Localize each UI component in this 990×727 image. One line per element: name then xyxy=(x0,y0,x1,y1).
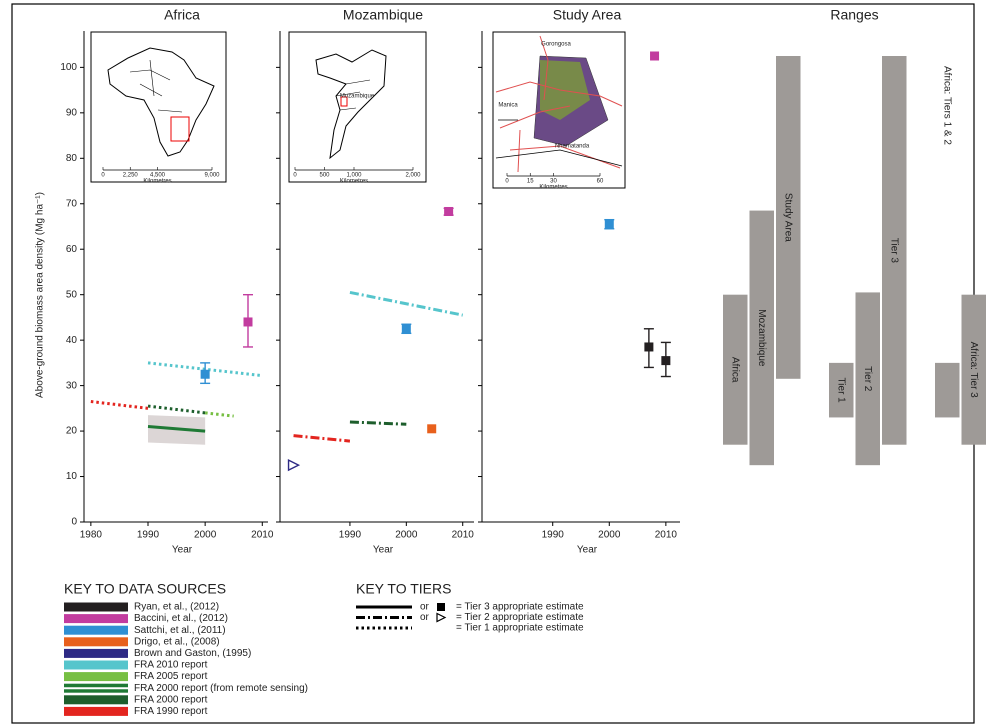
point xyxy=(650,52,659,61)
scale-label: 2,250 xyxy=(123,173,139,179)
key-label: FRA 1990 report xyxy=(134,706,208,717)
key-title: KEY TO TIERS xyxy=(356,581,451,597)
x-axis-label: Year xyxy=(577,545,598,556)
point xyxy=(444,207,453,216)
key-label: FRA 2005 report xyxy=(134,671,208,682)
tier-label: = Tier 3 appropriate estimate xyxy=(456,602,584,613)
x-tick-label: 1990 xyxy=(137,530,160,541)
key-swatch xyxy=(64,626,128,635)
panel-title: Mozambique xyxy=(343,7,423,23)
y-tick-label: 50 xyxy=(66,289,78,300)
key-swatch xyxy=(64,603,128,612)
y-tick-label: 20 xyxy=(66,426,78,437)
key-swatch xyxy=(64,707,128,716)
range-label: Mozambique xyxy=(756,309,767,367)
y-tick-label: 60 xyxy=(66,244,78,255)
panel-title: Africa xyxy=(164,7,200,23)
range-bar xyxy=(935,363,960,418)
point xyxy=(402,324,411,333)
key-label: Drigo, et al., (2008) xyxy=(134,636,220,647)
place-label: Nhamatanda xyxy=(555,144,590,150)
key-label: FRA 2010 report xyxy=(134,660,208,671)
scale-unit: Kilometres xyxy=(340,179,368,185)
x-tick-label: 2010 xyxy=(251,530,274,541)
range-label: Tier 2 xyxy=(862,366,873,392)
series-line xyxy=(205,413,234,416)
x-axis-label: Year xyxy=(373,545,394,556)
scale-label: 500 xyxy=(319,173,330,179)
key-swatch xyxy=(64,695,128,704)
tier-label: = Tier 1 appropriate estimate xyxy=(456,623,584,634)
key-swatch xyxy=(64,649,128,658)
key-swatch xyxy=(64,637,128,646)
x-tick-label: 2010 xyxy=(655,530,678,541)
scale-label: 60 xyxy=(597,179,604,185)
tier-label: = Tier 2 appropriate estimate xyxy=(456,612,584,623)
point xyxy=(201,370,210,379)
figure: Above-ground biomass area density (Mg ha… xyxy=(0,0,990,727)
range-label: Tier 3 xyxy=(889,238,900,264)
key-swatch xyxy=(64,661,128,670)
range-label: Africa xyxy=(730,357,741,383)
point xyxy=(244,317,253,326)
y-tick-label: 70 xyxy=(66,198,78,209)
scale-unit: Kilometres xyxy=(539,185,567,191)
x-tick-label: 2000 xyxy=(395,530,418,541)
series-line xyxy=(148,406,205,413)
key-label: Brown and Gaston, (1995) xyxy=(134,648,251,659)
key-label: Sattchi, et al., (2011) xyxy=(134,625,226,636)
x-axis-label: Year xyxy=(172,545,193,556)
point xyxy=(427,424,436,433)
inset-africa xyxy=(91,32,226,182)
scale-label: 15 xyxy=(527,179,534,185)
y-tick-label: 80 xyxy=(66,153,78,164)
series-line xyxy=(91,402,148,409)
inset-mozambique xyxy=(289,32,426,182)
place-label: Gorongosa xyxy=(541,42,571,48)
point xyxy=(661,356,670,365)
y-tick-label: 40 xyxy=(66,335,78,346)
range-label: Africa: Tiers 1 & 2 xyxy=(942,66,953,145)
x-tick-label: 2010 xyxy=(452,530,475,541)
scale-label: 2,000 xyxy=(405,173,421,179)
x-tick-label: 2000 xyxy=(194,530,217,541)
point xyxy=(289,460,299,470)
y-tick-label: 0 xyxy=(71,517,77,528)
y-axis-label: Above-ground biomass area density (Mg ha… xyxy=(35,192,46,398)
point xyxy=(605,220,614,229)
series-line xyxy=(350,422,406,424)
key-label: Ryan, et al., (2012) xyxy=(134,602,219,613)
tier-symbol xyxy=(437,614,445,622)
y-tick-label: 90 xyxy=(66,107,78,118)
place-label: Mozambique xyxy=(340,94,375,100)
inset-study-area xyxy=(493,32,625,188)
range-label: Study Area xyxy=(783,193,794,242)
panel-title: Study Area xyxy=(553,7,622,23)
key-label: Baccini, et al., (2012) xyxy=(134,613,228,624)
series-line xyxy=(294,436,350,441)
key-swatch xyxy=(64,672,128,681)
scale-unit: Kilometres xyxy=(143,179,171,185)
series-line xyxy=(350,292,463,315)
y-tick-label: 100 xyxy=(60,62,77,73)
place-label: Manica xyxy=(498,103,518,109)
y-tick-label: 30 xyxy=(66,380,78,391)
key-swatch xyxy=(64,614,128,623)
tier-or: or xyxy=(420,602,430,613)
x-tick-label: 1990 xyxy=(542,530,565,541)
range-label: Africa: Tier 3 xyxy=(968,342,979,399)
x-tick-label: 2000 xyxy=(598,530,621,541)
tier-symbol xyxy=(437,603,445,611)
scale-label: 9,000 xyxy=(204,173,220,179)
key-label: FRA 2000 report (from remote sensing) xyxy=(134,683,308,694)
key-title: KEY TO DATA SOURCES xyxy=(64,581,226,597)
range-label: Tier 1 xyxy=(836,378,847,404)
x-tick-label: 1990 xyxy=(339,530,362,541)
tier-or: or xyxy=(420,612,430,623)
x-tick-label: 1980 xyxy=(80,530,103,541)
point xyxy=(644,342,653,351)
panel-title: Ranges xyxy=(830,7,878,23)
y-tick-label: 10 xyxy=(66,471,78,482)
key-label: FRA 2000 report xyxy=(134,694,208,705)
